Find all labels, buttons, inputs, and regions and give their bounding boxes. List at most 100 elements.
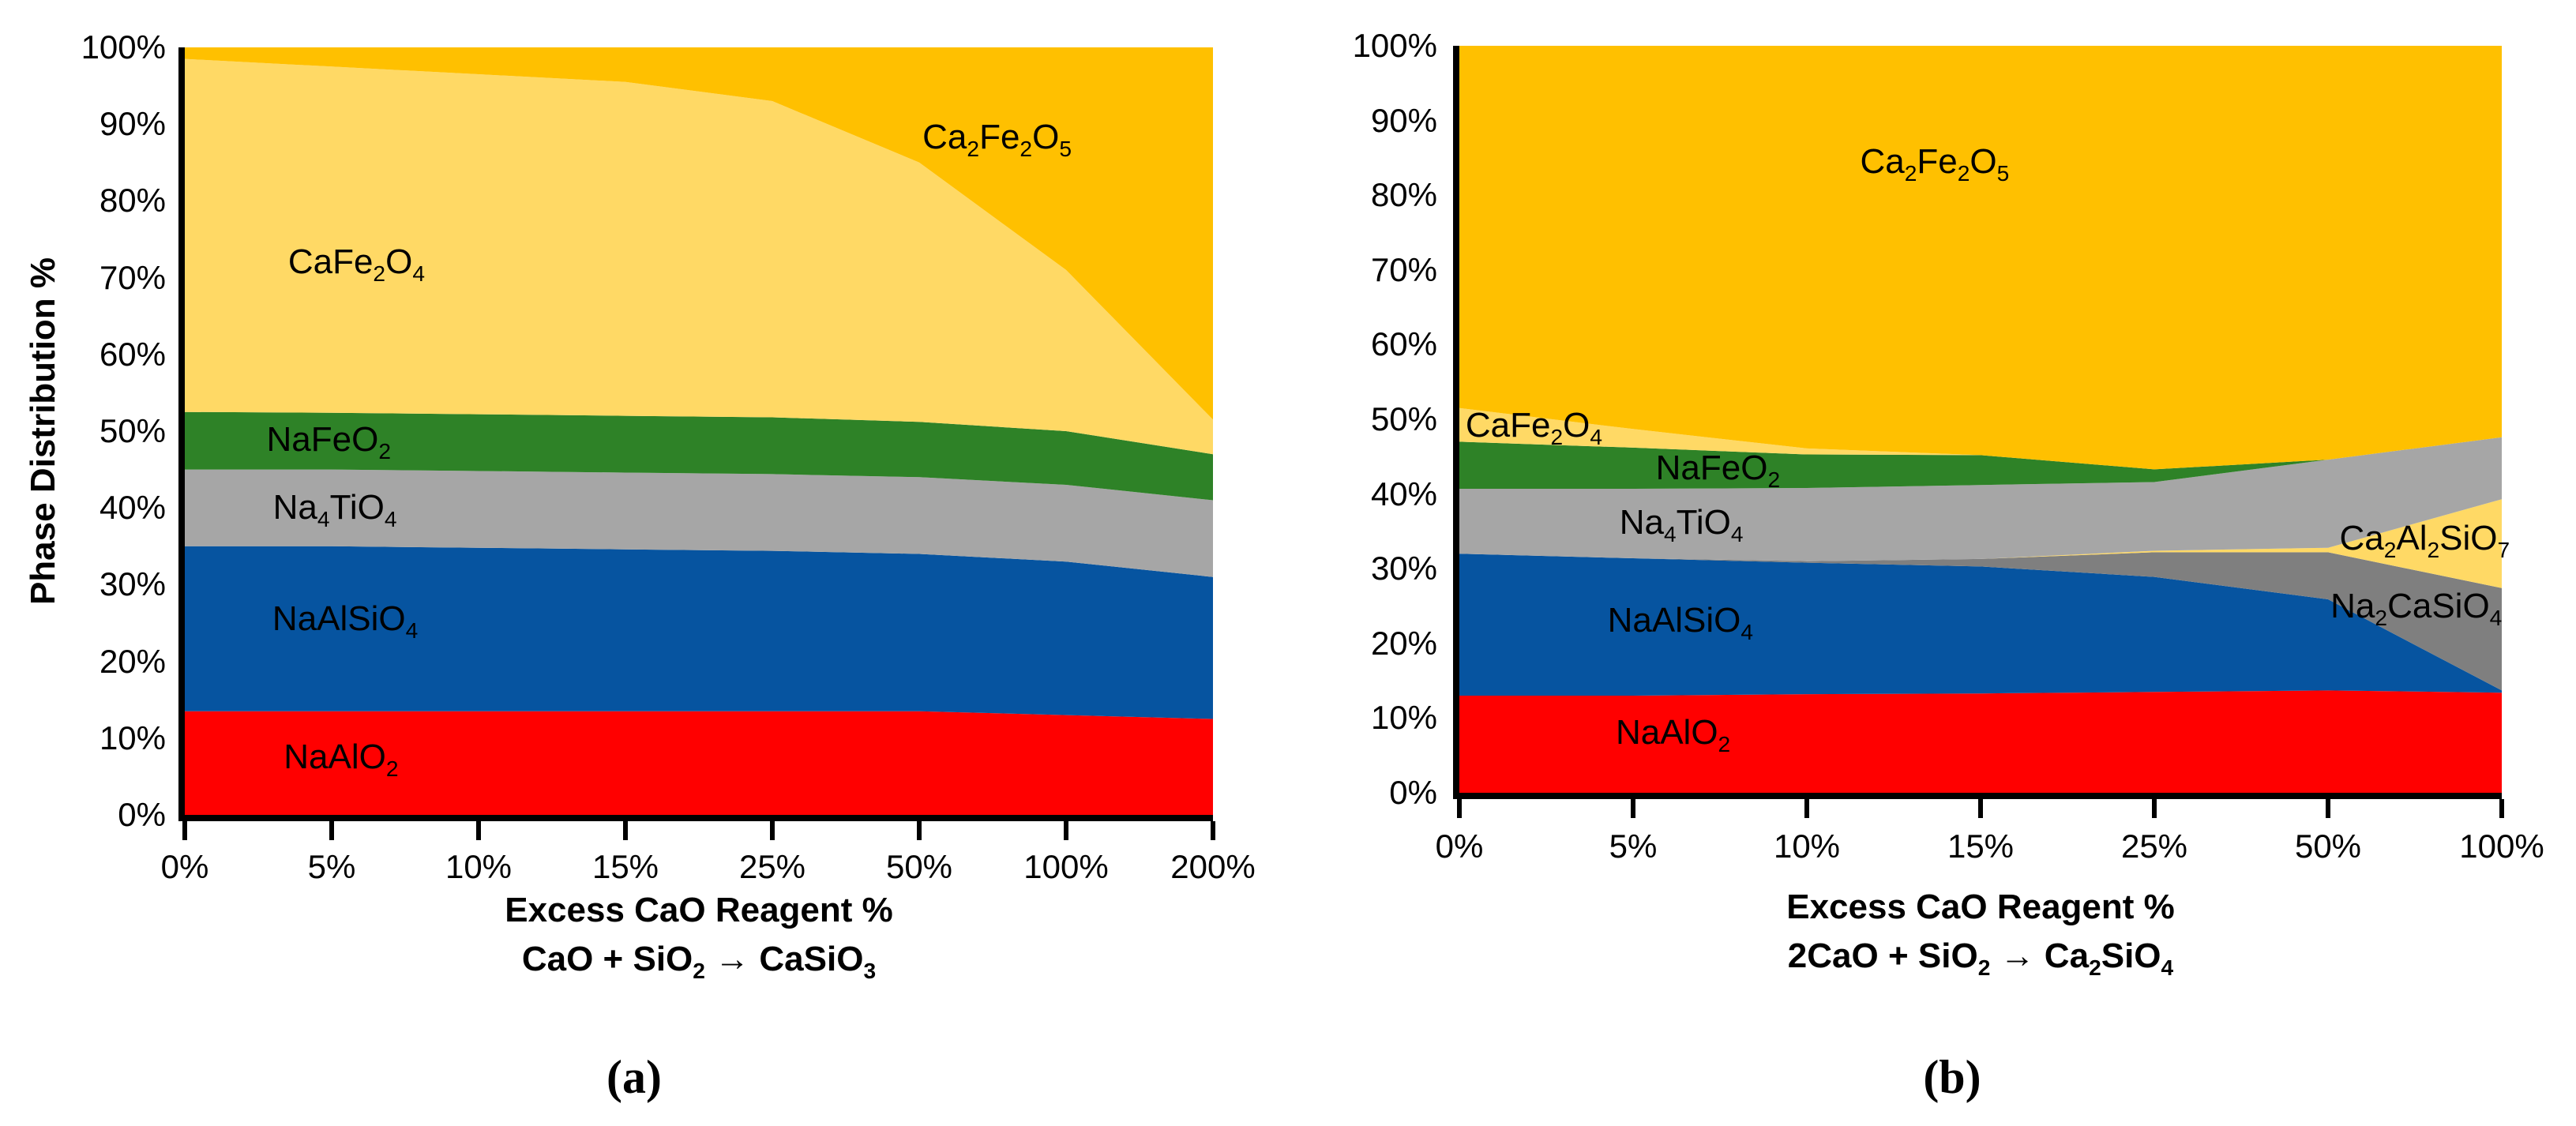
y-axis-labels-b: 0% 10% 20% 30% 40% 50% 60% 70% 80% 90% 100% [1279,27,1437,811]
x-tick-mark-a-15% [623,821,628,840]
series-label-NaAlO2: NaAlO2 [284,738,399,781]
y-tick-label-a-100%: 100% [81,28,166,66]
x-tick-mark-b-0% [1457,799,1462,818]
x-axis-labels-b: 0% 5% 10% 15% 25% 50% 100% [1436,828,2544,869]
series-label-Na4TiO4: Na4TiO4 [1619,502,1744,546]
series-label-CaFe2O4: CaFe2O4 [1465,405,1603,449]
series-label-Ca2Fe2O5: Ca2Fe2O5 [1860,141,2010,186]
x-tick-mark-a-50% [917,821,922,840]
y-tick-label-b-90%: 90% [1370,101,1437,139]
area-NaFeO2 [1459,437,2502,489]
y-tick-label-a-60%: 60% [99,335,166,373]
x-tick-mark-a-0% [182,821,187,840]
x-tick-label-a-25%: 25% [738,848,806,885]
y-tick-label-b-70%: 70% [1370,250,1437,288]
stacked-area-canvas-a [185,47,1213,815]
x-tick-mark-a-10% [476,821,481,840]
x-axis-line-b [1453,793,2502,799]
y-tick-label-b-0%: 0% [1389,774,1437,811]
x-tick-mark-b-25% [2152,799,2157,818]
x-axis-equation-a: CaO + SiO2 → CaSiO3 [521,940,877,983]
series-label-NaFeO2: NaFeO2 [1655,449,1781,493]
y-tick-label-a-0%: 0% [118,796,166,833]
y-tick-label-a-70%: 70% [99,258,166,296]
y-tick-label-a-30%: 30% [99,565,166,603]
x-tick-label-a-0%: 0% [160,848,209,885]
x-tick-mark-b-15% [1978,799,1983,818]
x-tick-mark-b-10% [1804,799,1809,818]
y-tick-label-a-90%: 90% [99,105,166,143]
y-tick-label-b-80%: 80% [1370,176,1437,214]
caption-b: (b) [1923,1051,1981,1103]
area-Na4TiO4 [1459,437,2502,561]
x-tick-label-a-200%: 200% [1170,848,1256,885]
area-NaAlO2 [1459,690,2502,793]
x-tick-mark-a-5% [329,821,334,840]
stacked-area-canvas-b [1459,46,2502,793]
y-tick-label-b-10%: 10% [1370,699,1437,737]
x-tick-mark-b-100% [2499,799,2504,818]
x-tick-mark-b-5% [1631,799,1635,818]
area-Ca2Fe2O5 [185,47,1213,420]
area-Na2CaSiO4 [1459,552,2502,691]
area-CaFe2O4 [185,58,1213,455]
y-tick-label-a-40%: 40% [99,489,166,527]
x-axis-ticks-a [182,821,1215,840]
x-tick-mark-a-200% [1211,821,1215,840]
x-tick-mark-a-25% [770,821,775,840]
plot-area-b: Ca2Fe2O5 CaFe2O4 NaFeO2 Na4TiO4 NaAlSiO4 NaAl… [1459,46,2510,793]
y-axis-line-a [178,47,185,821]
x-tick-label-a-5%: 5% [307,848,356,885]
y-tick-label-b-100%: 100% [1352,27,1437,64]
x-tick-label-b-25%: 25% [2120,828,2188,865]
x-tick-label-b-100%: 100% [2459,828,2544,865]
x-tick-mark-a-100% [1064,821,1068,840]
y-tick-label-b-40%: 40% [1370,475,1437,512]
y-axis-labels-a: 0% 10% 20% 30% 40% 50% 60% 70% 80% 90% 100% [16,28,166,833]
series-label-Ca2Fe2O5: Ca2Fe2O5 [922,117,1072,161]
series-label-Ca2Al2SiO7: Ca2Al2SiO7 [2339,519,2510,563]
y-tick-label-a-10%: 10% [99,719,166,756]
plot-area-a: CaFe2O4 Ca2Fe2O5 NaFeO2 Na4TiO4 NaAlSiO4 NaAl… [185,47,1213,815]
y-tick-label-b-30%: 30% [1370,550,1437,587]
caption-a: (a) [606,1051,662,1103]
y-tick-label-a-80%: 80% [99,182,166,220]
series-label-Na2CaSiO4: Na2CaSiO4 [2330,586,2503,630]
series-label-NaAlSiO4: NaAlSiO4 [1607,601,1754,645]
area-Na4TiO4 [185,469,1213,577]
x-tick-label-a-100%: 100% [1023,848,1109,885]
x-axis-labels-a: 0% 5% 10% 15% 25% 50% 100% 200% [161,848,1256,889]
series-label-CaFe2O4: CaFe2O4 [287,242,426,286]
x-tick-label-b-10%: 10% [1773,828,1841,865]
x-axis-ticks-b [1457,799,2504,818]
y-tick-label-a-50%: 50% [99,412,166,449]
x-tick-label-a-15%: 15% [591,848,659,885]
x-tick-label-b-15%: 15% [1947,828,2015,865]
x-axis-title-a: Excess CaO Reagent % [505,891,893,929]
x-tick-label-b-50%: 50% [2294,828,2362,865]
series-label-Na4TiO4: Na4TiO4 [272,488,397,531]
y-tick-label-b-50%: 50% [1370,400,1437,437]
y-axis-line-b [1453,46,1459,799]
x-tick-mark-b-50% [2326,799,2330,818]
x-tick-label-a-50%: 50% [885,848,953,885]
y-tick-label-b-20%: 20% [1370,624,1437,662]
x-axis-equation-b: 2CaO + SiO2 → Ca2SiO4 [1787,936,2174,980]
area-CaFe2O4 [1459,407,2502,470]
series-label-NaAlO2: NaAlO2 [1615,713,1731,757]
y-tick-label-b-60%: 60% [1370,325,1437,363]
area-Ca2Fe2O5 [1459,46,2502,470]
y-tick-label-a-20%: 20% [99,642,166,680]
area-NaAlSiO4 [1459,554,2502,696]
x-axis-title-b: Excess CaO Reagent % [1786,888,2175,926]
x-axis-line-a [178,815,1213,821]
x-tick-label-b-0%: 0% [1435,828,1484,865]
series-label-NaAlSiO4: NaAlSiO4 [272,599,419,643]
x-tick-label-a-10%: 10% [445,848,513,885]
area-NaAlSiO4 [185,546,1213,719]
series-label-NaFeO2: NaFeO2 [266,419,392,464]
area-NaFeO2 [185,411,1213,501]
x-tick-label-b-5%: 5% [1609,828,1658,865]
area-NaAlO2 [185,711,1213,815]
